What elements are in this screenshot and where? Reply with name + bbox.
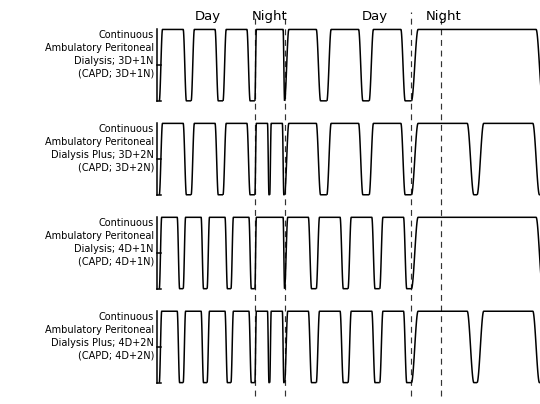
Text: Continuous
Ambulatory Peritoneal
Dialysis; 4D+1N
(CAPD; 4D+1N): Continuous Ambulatory Peritoneal Dialysi… bbox=[45, 218, 154, 267]
Text: Continuous
Ambulatory Peritoneal
Dialysis; 3D+1N
(CAPD; 3D+1N): Continuous Ambulatory Peritoneal Dialysi… bbox=[45, 30, 154, 79]
Text: Continuous
Ambulatory Peritoneal
Dialysis Plus; 4D+2N
(CAPD; 4D+2N): Continuous Ambulatory Peritoneal Dialysi… bbox=[45, 312, 154, 360]
Text: Night: Night bbox=[252, 10, 288, 23]
Text: Night: Night bbox=[426, 10, 462, 23]
Text: Continuous
Ambulatory Peritoneal
Dialysis Plus; 3D+2N
(CAPD; 3D+2N): Continuous Ambulatory Peritoneal Dialysi… bbox=[45, 124, 154, 173]
Text: Day: Day bbox=[195, 10, 221, 23]
Text: Day: Day bbox=[362, 10, 388, 23]
